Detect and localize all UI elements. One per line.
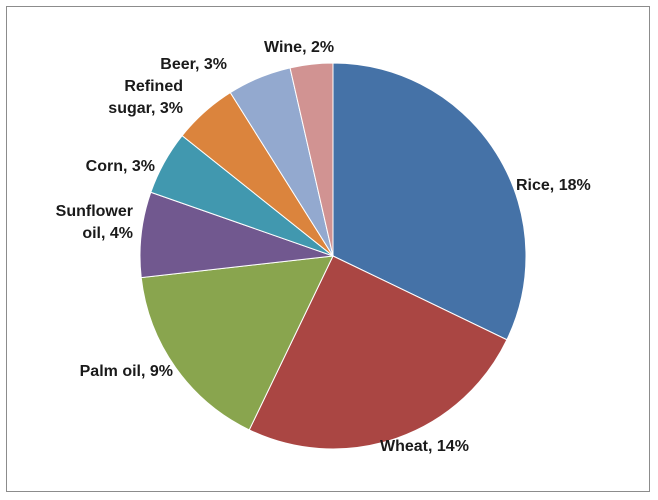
slice-label-line: Beer, 3%: [160, 56, 227, 73]
slice-label-line: Corn, 3%: [86, 158, 155, 175]
slice-label-corn: Corn, 3%: [86, 158, 155, 175]
slice-label-rice: Rice, 18%: [516, 177, 591, 194]
slice-label-beer: Beer, 3%: [160, 56, 227, 73]
pie-slice-rice: [332, 62, 527, 341]
slice-label-line: oil, 4%: [82, 225, 133, 242]
slice-label-line: Palm oil, 9%: [80, 363, 173, 380]
pie-labels: Rice, 18% Wheat, 14% Palm oil, 9% Sunflower…: [56, 39, 591, 455]
slice-label-line: Refined: [124, 78, 183, 95]
pie-slice-wheat: [248, 255, 508, 450]
slice-label-refined-sugar: Refined sugar, 3%: [108, 78, 183, 117]
slice-label-line: sugar, 3%: [108, 100, 183, 117]
slice-label-line: Rice, 18%: [516, 177, 591, 194]
pie-slices: [139, 62, 527, 450]
slice-label-palm-oil: Palm oil, 9%: [80, 363, 173, 380]
slice-label-line: Wheat, 14%: [380, 438, 469, 455]
slice-label-sunflower-oil: Sunflower oil, 4%: [56, 203, 133, 242]
slice-label-wine: Wine, 2%: [264, 39, 334, 56]
slice-label-wheat: Wheat, 14%: [380, 438, 469, 455]
slice-label-line: Wine, 2%: [264, 39, 334, 56]
slice-label-line: Sunflower: [56, 203, 133, 220]
pie-slice-palm-oil: [140, 255, 334, 431]
pie-slice-wine: [289, 62, 334, 257]
